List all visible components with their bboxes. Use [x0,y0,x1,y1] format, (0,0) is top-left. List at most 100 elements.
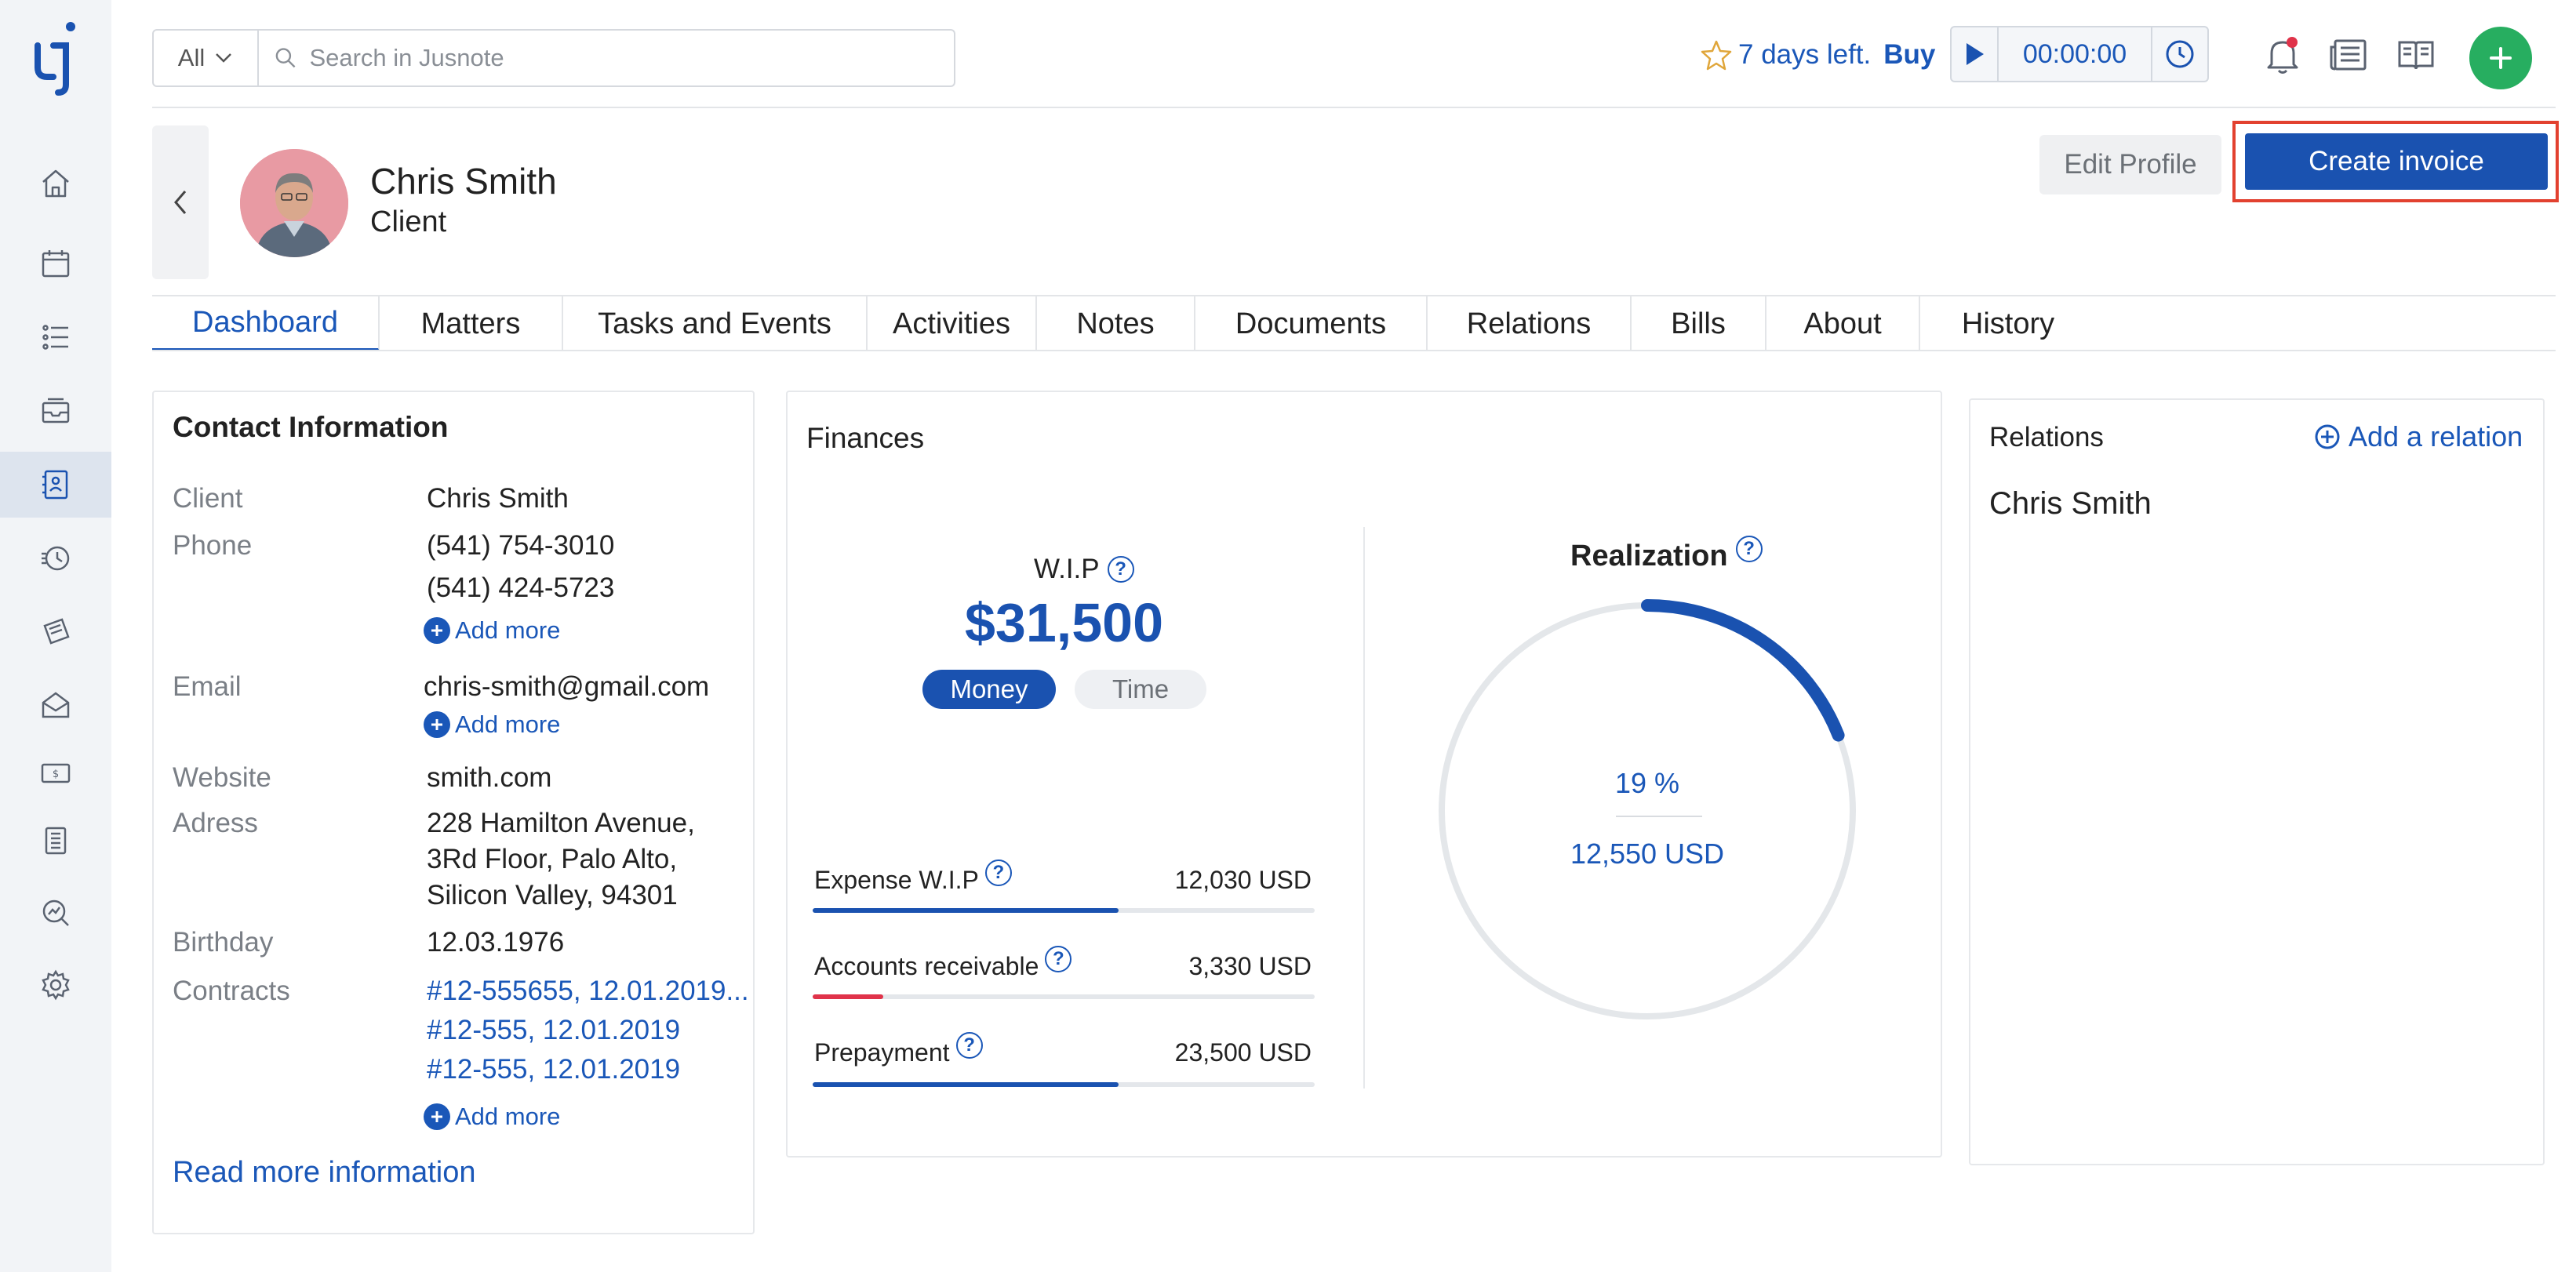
contracts-label: Contracts [173,976,290,1006]
add-relation-button[interactable]: Add a relation [2314,420,2523,453]
nav-mail[interactable] [0,673,111,739]
svg-text:$: $ [53,769,59,780]
notifications-button[interactable] [2261,33,2305,77]
metric-bar [813,994,1315,999]
wip-label: W.I.P [1034,554,1100,584]
search-field [259,31,954,85]
contract-link[interactable]: #12-555, 12.01.2019 [427,1054,681,1085]
back-button[interactable] [152,125,209,279]
person-avatar-image [240,149,348,257]
finances-divider [1363,527,1365,1088]
realization-label: Realization [1570,540,1728,572]
website-label: Website [173,762,271,793]
tab-tasks-and-events[interactable]: Tasks and Events [563,296,868,351]
help-icon[interactable]: ? [984,859,1012,886]
tab-documents[interactable]: Documents [1195,296,1428,351]
tab-relations[interactable]: Relations [1428,296,1632,351]
toggle-money[interactable]: Money [922,670,1056,709]
tab-dashboard[interactable]: Dashboard [152,296,380,351]
metric-label: Prepayment [814,1038,950,1067]
add-contract-button[interactable]: Add more [424,1103,560,1131]
phone-label: Phone [173,530,253,561]
email-value[interactable]: chris-smith@gmail.com [424,671,710,702]
finances-title: Finances [806,422,925,454]
timer-play-button[interactable] [1952,27,1999,81]
relation-item[interactable]: Chris Smith [1989,486,2152,521]
topbar-divider [152,107,2556,108]
metric-bar [813,1082,1315,1087]
buy-link[interactable]: Buy [1883,39,1936,70]
nav-building[interactable] [0,808,111,874]
phone-value[interactable]: (541) 424-5723 [427,572,615,603]
tab-bar: Dashboard Matters Tasks and Events Activ… [152,296,2096,351]
birthday-value: 12.03.1976 [427,927,565,958]
address-label: Adress [173,808,258,838]
timer-history-button[interactable] [2151,27,2207,81]
timer-widget: 00:00:00 [1950,26,2209,82]
realization-label-group: Realization ? [1570,535,1763,573]
nav-settings[interactable] [0,952,111,1018]
help-icon[interactable]: ? [1735,535,1763,562]
client-label: Client [173,483,243,514]
calendar-icon [42,250,70,278]
toggle-time[interactable]: Time [1075,670,1206,709]
newspaper-icon [2330,39,2367,71]
profile-role: Client [370,205,447,238]
metric-value: 3,330 USD [1188,952,1312,980]
nav-tasks[interactable] [0,304,111,370]
plus-circle-icon [424,617,450,644]
reports-icon [42,899,69,926]
create-invoice-highlight [2232,121,2559,202]
quick-add-button[interactable] [2469,27,2532,89]
nav-home[interactable] [0,151,111,216]
jusnote-logo[interactable] [30,19,82,97]
tab-notes[interactable]: Notes [1037,296,1195,351]
bell-icon [2267,37,2298,74]
bills-icon [43,618,70,645]
book-icon [2398,41,2434,70]
tab-bills[interactable]: Bills [1632,296,1766,351]
edit-profile-button[interactable]: Edit Profile [2039,135,2221,194]
create-invoice-button[interactable]: Create invoice [2245,133,2548,190]
nav-reports[interactable] [0,880,111,946]
search-input[interactable] [309,44,954,72]
nav-calendar[interactable] [0,231,111,296]
help-icon[interactable]: ? [1107,556,1134,583]
clock-icon [2166,40,2194,68]
tabs-bottom-border [152,350,2556,351]
play-icon [1967,43,1984,65]
tasks-list-icon [42,325,68,350]
metric-bar-fill [813,1082,1119,1087]
phone-value[interactable]: (541) 754-3010 [427,530,615,561]
add-phone-button[interactable]: Add more [424,616,560,645]
help-book-button[interactable] [2394,33,2438,77]
nav-money[interactable]: $ [0,740,111,806]
metric-value: 23,500 USD [1174,1038,1312,1067]
tab-about[interactable]: About [1766,296,1920,351]
add-more-label: Add more [455,1103,561,1130]
add-relation-label: Add a relation [2349,420,2523,452]
realization-percent: 19 % [1614,767,1680,799]
nav-contacts[interactable] [0,452,111,518]
contract-link[interactable]: #12-555655, 12.01.2019... [427,976,749,1006]
contract-link[interactable]: #12-555, 12.01.2019 [427,1015,681,1045]
nav-inbox[interactable] [0,378,111,444]
nav-time[interactable] [0,525,111,591]
metric-label: Accounts receivable [814,952,1039,980]
address-line: Silicon Valley, 94301 [427,880,678,910]
website-value[interactable]: smith.com [427,762,552,793]
nav-bills[interactable] [0,599,111,665]
add-email-button[interactable]: Add more [424,711,560,739]
tab-activities[interactable]: Activities [868,296,1037,351]
inbox-icon [42,398,70,423]
help-icon[interactable]: ? [955,1031,983,1059]
tab-history[interactable]: History [1961,307,2055,340]
tab-matters[interactable]: Matters [380,296,563,351]
contacts-icon [42,470,68,500]
help-icon[interactable]: ? [1045,945,1072,972]
news-button[interactable] [2327,33,2370,77]
read-more-link[interactable]: Read more information [173,1156,476,1189]
metric-label-group: Accounts receivable ? [814,945,1072,981]
plus-circle-icon [424,711,450,738]
search-scope-dropdown[interactable]: All [154,31,259,85]
